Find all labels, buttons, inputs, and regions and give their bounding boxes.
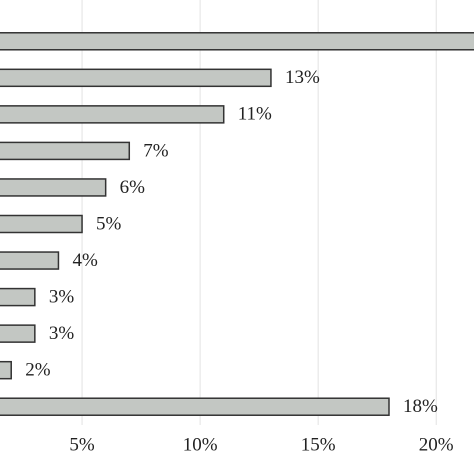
x-tick-label: 15% (301, 434, 336, 455)
bar (0, 397, 390, 416)
bar (0, 251, 60, 270)
value-label: 7% (143, 140, 169, 161)
bar (0, 178, 107, 197)
bar (0, 324, 36, 343)
value-label: 13% (285, 67, 320, 88)
bar (0, 68, 272, 88)
value-label: 3% (49, 323, 74, 344)
bar (0, 141, 131, 161)
value-label: 6% (120, 177, 145, 198)
bar (0, 32, 474, 51)
bar (0, 287, 36, 307)
bar (0, 105, 225, 124)
value-label: 3% (49, 286, 74, 307)
x-tick-label: 20% (419, 434, 454, 455)
value-label: 4% (72, 250, 98, 271)
value-label: 18% (403, 396, 438, 417)
value-label: 2% (25, 360, 51, 381)
x-tick-label: 5% (69, 434, 95, 455)
value-label: 11% (238, 104, 272, 125)
x-tick-label: 10% (183, 434, 218, 455)
bar (0, 360, 12, 380)
value-label: 5% (96, 213, 122, 234)
bar (0, 214, 83, 234)
